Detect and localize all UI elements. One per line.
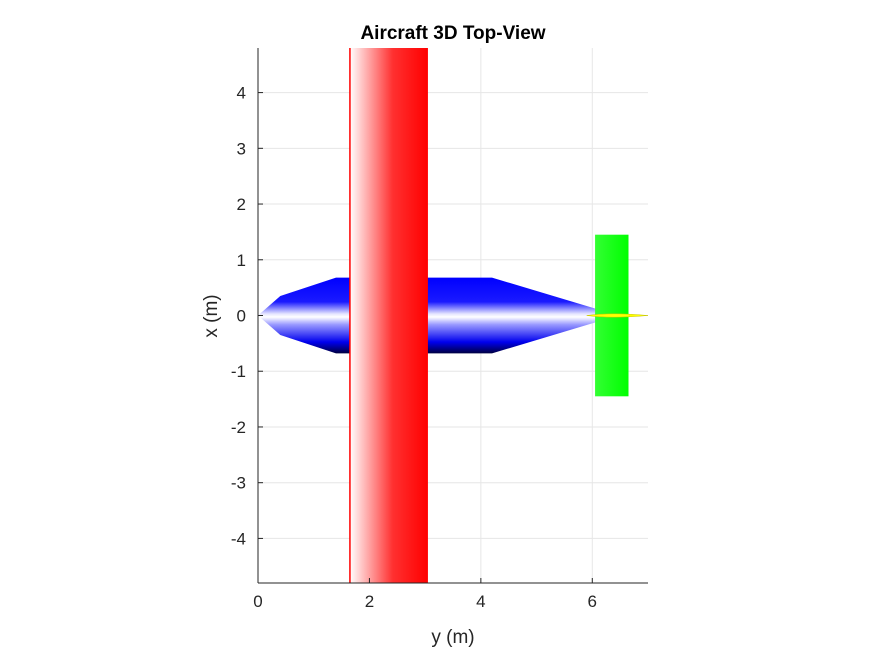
wing-shape	[349, 48, 428, 583]
y-tick-label: 0	[237, 307, 246, 326]
x-axis-label: y (m)	[431, 627, 474, 648]
y-axis-label: x (m)	[201, 294, 222, 337]
x-tick-label: 6	[588, 592, 597, 611]
vertical-tail-shape	[586, 313, 648, 318]
y-tick-label: 1	[237, 251, 246, 270]
x-tick-label: 2	[365, 592, 374, 611]
fuselage-shape	[258, 277, 615, 354]
y-tick-label: 4	[237, 84, 246, 103]
plot-area	[258, 48, 648, 583]
y-tick-label: -3	[231, 474, 246, 493]
chart-title: Aircraft 3D Top-View	[360, 23, 545, 44]
axes: 0 2 4 6 -4 -3 -2 -1 0 1 2 3 4	[231, 48, 648, 611]
labels: Aircraft 3D Top-View y (m) x (m)	[201, 23, 546, 648]
y-tick-label: -1	[231, 362, 246, 381]
x-tick-label: 4	[476, 592, 485, 611]
y-tick-label: 2	[237, 195, 246, 214]
y-tick-label: 3	[237, 139, 246, 158]
x-tick-label: 0	[253, 592, 262, 611]
y-tick-label: -2	[231, 418, 246, 437]
y-tick-label: -4	[231, 529, 246, 548]
